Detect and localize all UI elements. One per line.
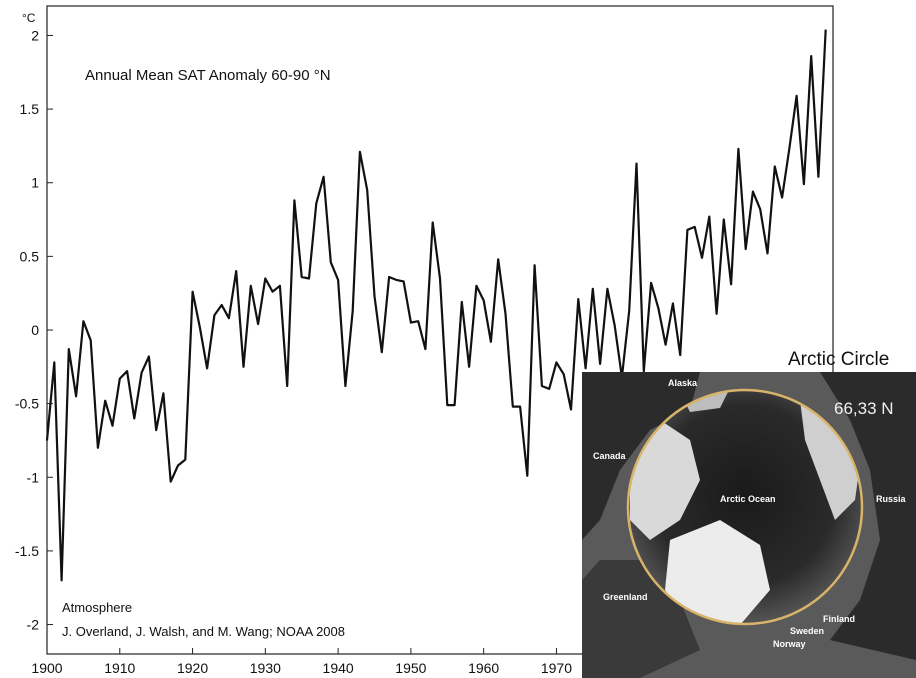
map-label-sweden: Sweden (790, 626, 824, 636)
x-tick-label: 1930 (250, 660, 281, 676)
y-tick-label: 0.5 (20, 248, 40, 264)
y-tick-label: 1.5 (20, 101, 40, 117)
map-label-finland: Finland (823, 614, 855, 624)
x-tick-label: 1920 (177, 660, 208, 676)
y-axis: -2 -1.5 -1 -0.5 0 0.5 1 1.5 2 (15, 27, 53, 633)
map-label-greenland: Greenland (603, 592, 648, 602)
chart-title: Annual Mean SAT Anomaly 60-90 °N (85, 67, 331, 84)
arctic-inset: Alaska Canada Arctic Ocean Russia Greenl… (582, 349, 916, 678)
land-eurasia (820, 372, 916, 660)
map-label-norway: Norway (773, 639, 806, 649)
x-tick-label: 1960 (468, 660, 499, 676)
y-tick-label: 1 (31, 175, 39, 191)
x-tick-label: 1970 (541, 660, 572, 676)
y-tick-label: -1.5 (15, 543, 39, 559)
y-tick-label: -1 (27, 469, 40, 485)
unit-label: °C (22, 11, 36, 25)
map-label-russia: Russia (876, 494, 907, 504)
x-tick-label: 1950 (395, 660, 426, 676)
y-tick-label: -0.5 (15, 396, 39, 412)
inset-latitude: 66,33 N (834, 399, 894, 418)
ice-greenland (665, 520, 770, 624)
inset-title: Arctic Circle (788, 349, 889, 370)
map-label-alaska: Alaska (668, 378, 698, 388)
map-label-canada: Canada (593, 451, 627, 461)
annotation-atmosphere: Atmosphere (62, 600, 132, 615)
series-line-0 (45, 29, 827, 582)
y-tick-label: -2 (27, 617, 40, 633)
x-tick-label: 1900 (31, 660, 62, 676)
y-tick-label: 0 (31, 322, 39, 338)
map-label-arctic-ocean: Arctic Ocean (720, 494, 776, 504)
x-tick-label: 1940 (323, 660, 354, 676)
land-north-america (582, 372, 700, 540)
series-layer (45, 29, 827, 582)
annotation-credit: J. Overland, J. Walsh, and M. Wang; NOAA… (62, 624, 345, 639)
ice-canadian-archipelago (630, 420, 700, 540)
x-tick-label: 1910 (104, 660, 135, 676)
y-tick-label: 2 (31, 27, 39, 43)
arctic-circle-ring (626, 388, 864, 626)
